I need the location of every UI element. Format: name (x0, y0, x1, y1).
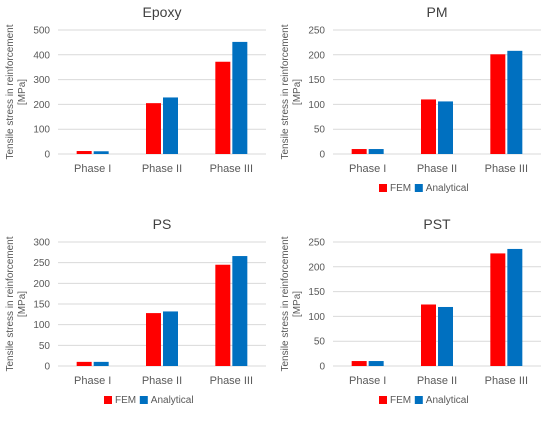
y-axis-label-line: [MPa] (17, 291, 28, 317)
y-axis-label: Tensile stress in reinforcement[MPa] (5, 24, 28, 159)
y-tick-label: 50 (39, 341, 51, 352)
y-tick-label: 200 (33, 279, 50, 290)
y-axis-label-line: Tensile stress in reinforcement (5, 24, 16, 159)
x-tick-label: Phase III (210, 375, 253, 387)
y-tick-label: 0 (319, 150, 325, 161)
y-tick-label: 300 (33, 75, 50, 86)
x-tick-label: Phase II (417, 375, 457, 387)
bar-fem (351, 361, 367, 366)
bar-analytical (368, 361, 384, 366)
y-tick-label: 200 (308, 262, 325, 273)
bar-fem (146, 313, 161, 366)
y-tick-label: 100 (308, 312, 325, 323)
legend-label: FEM (115, 395, 136, 406)
legend-swatch (379, 396, 387, 404)
chart-title: PS (153, 216, 172, 232)
y-tick-label: 300 (33, 238, 50, 249)
y-tick-label: 100 (33, 320, 50, 331)
x-tick-label: Phase I (74, 163, 111, 175)
legend-label: FEM (390, 395, 411, 406)
legend-label: FEM (390, 183, 411, 194)
x-tick-label: Phase III (485, 375, 528, 387)
x-tick-label: Phase I (349, 163, 386, 175)
bar-fem (215, 264, 231, 366)
y-axis-label: Tensile stress in reinforcement[MPa] (5, 236, 28, 371)
chart-svg: PST Tensile stress in reinforcement[MPa] 0… (280, 216, 541, 406)
bar-analytical (368, 149, 384, 154)
bar-fem (76, 151, 92, 154)
chart-title: Epoxy (143, 4, 182, 20)
bar-analytical (232, 41, 248, 154)
bar-fem (215, 61, 231, 154)
legend-label: Analytical (426, 183, 469, 194)
bar-analytical (507, 50, 523, 154)
y-tick-label: 250 (33, 258, 50, 269)
legend-label: Analytical (426, 395, 469, 406)
legend-swatch (379, 184, 387, 192)
y-tick-label: 0 (319, 362, 325, 373)
chart-title: PST (423, 216, 451, 232)
bar-analytical (163, 97, 178, 154)
chart-svg: Epoxy Tensile stress in reinforcement[MPa… (5, 4, 266, 175)
x-tick-label: Phase III (485, 163, 528, 175)
chart-svg: PS Tensile stress in reinforcement[MPa] 0 5… (5, 216, 266, 406)
y-tick-label: 100 (308, 100, 325, 111)
y-tick-label: 250 (308, 26, 325, 37)
y-axis-label-line: Tensile stress in reinforcement (280, 236, 291, 371)
chart-title: PM (427, 4, 448, 20)
bar-analytical (163, 311, 178, 366)
chart-epoxy: Epoxy Tensile stress in reinforcement[MPa… (0, 0, 275, 211)
bar-fem (351, 149, 367, 154)
bar-analytical (93, 361, 109, 366)
y-tick-label: 250 (308, 238, 325, 249)
bar-fem (421, 304, 436, 366)
x-tick-label: Phase II (142, 375, 182, 387)
y-tick-label: 150 (308, 287, 325, 298)
legend-swatch (414, 396, 423, 404)
x-tick-label: Phase II (417, 163, 457, 175)
y-tick-label: 0 (44, 150, 50, 161)
x-tick-label: Phase I (74, 375, 111, 387)
y-axis-label: Tensile stress in reinforcement[MPa] (280, 236, 303, 371)
bar-analytical (507, 248, 523, 366)
y-tick-label: 150 (33, 300, 50, 311)
y-tick-label: 50 (314, 125, 326, 136)
y-axis-label-line: Tensile stress in reinforcement (280, 24, 291, 159)
chart-pm: PM Tensile stress in reinforcement[MPa] 0 5… (275, 0, 550, 211)
y-axis-label: Tensile stress in reinforcement[MPa] (280, 24, 303, 159)
y-tick-label: 50 (314, 337, 326, 348)
bar-analytical (93, 151, 109, 154)
bar-fem (421, 99, 436, 154)
y-axis-label-line: [MPa] (17, 79, 28, 105)
y-tick-label: 150 (308, 75, 325, 86)
bar-fem (76, 361, 92, 366)
x-tick-label: Phase III (210, 163, 253, 175)
y-tick-label: 400 (33, 50, 50, 61)
x-tick-label: Phase I (349, 375, 386, 387)
bar-analytical (438, 101, 453, 154)
chart-ps: PS Tensile stress in reinforcement[MPa] 0 5… (0, 212, 275, 423)
y-tick-label: 100 (33, 125, 50, 136)
chart-svg: PM Tensile stress in reinforcement[MPa] 0 5… (280, 4, 541, 194)
x-tick-label: Phase II (142, 163, 182, 175)
y-tick-label: 200 (33, 100, 50, 111)
y-axis-label-line: [MPa] (292, 291, 303, 317)
chart-pst: PST Tensile stress in reinforcement[MPa] 0… (275, 212, 550, 423)
y-tick-label: 500 (33, 26, 50, 37)
legend-swatch (139, 396, 148, 404)
legend-swatch (414, 184, 423, 192)
bar-fem (146, 103, 161, 154)
legend-swatch (104, 396, 112, 404)
bar-fem (490, 253, 506, 366)
bar-analytical (232, 256, 248, 366)
y-axis-label-line: [MPa] (292, 79, 303, 105)
bar-fem (490, 54, 506, 154)
legend-label: Analytical (151, 395, 194, 406)
y-tick-label: 200 (308, 50, 325, 61)
y-tick-label: 0 (44, 362, 50, 373)
y-axis-label-line: Tensile stress in reinforcement (5, 236, 16, 371)
bar-analytical (438, 306, 453, 366)
